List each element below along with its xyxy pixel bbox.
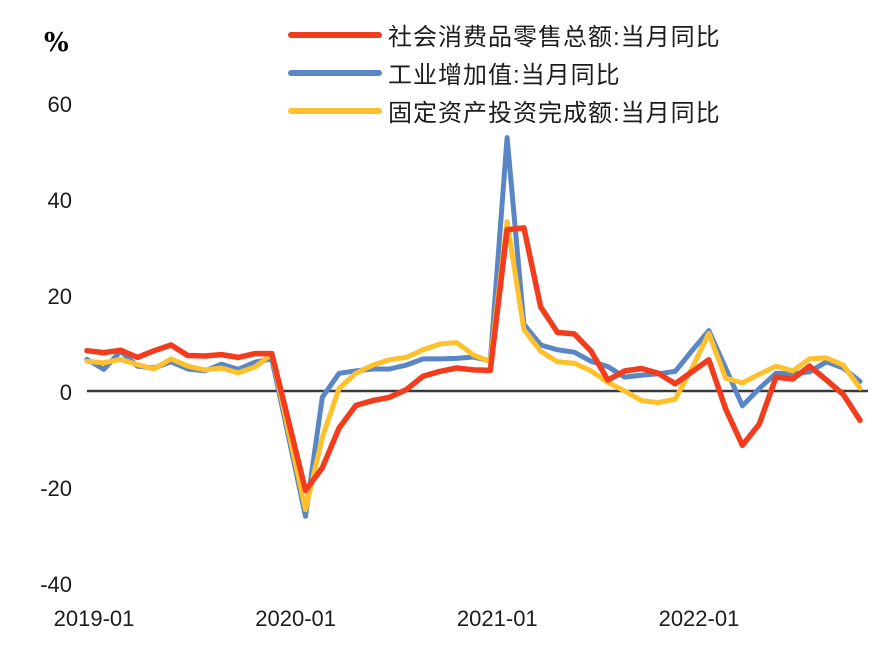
legend: 社会消费品零售总额:当月同比 工业增加值:当月同比 固定资产投资完成额:当月同比: [288, 22, 721, 136]
y-tick-0: 0: [59, 380, 72, 405]
x-tick-2019-01: 2019-01: [53, 606, 135, 631]
legend-line-swatch-industrial: [288, 69, 382, 76]
y-tick-40: 40: [47, 188, 72, 213]
x-tick-2020-01: 2020-01: [255, 606, 337, 631]
legend-line-swatch-fai: [288, 107, 382, 114]
legend-item-fai: 固定资产投资完成额:当月同比: [288, 98, 721, 127]
legend-label-fai: 固定资产投资完成额:当月同比: [388, 100, 721, 127]
legend-item-industrial: 工业增加值:当月同比: [288, 60, 721, 89]
y-tick-20: 20: [47, 284, 72, 309]
legend-label-industrial: 工业增加值:当月同比: [388, 62, 621, 89]
y-axis-unit-label: %: [44, 28, 69, 58]
series-line-industrial: [84, 135, 863, 519]
series-line-retail: [84, 225, 863, 494]
legend-label-retail: 社会消费品零售总额:当月同比: [388, 24, 721, 51]
x-tick-2021-01: 2021-01: [456, 606, 538, 631]
y-tick-60: 60: [47, 92, 72, 117]
legend-item-retail: 社会消费品零售总额:当月同比: [288, 22, 721, 51]
y-tick-neg20: -20: [40, 476, 72, 501]
y-tick-neg40: -40: [40, 572, 72, 597]
legend-line-swatch-retail: [288, 31, 382, 38]
series-line-fai: [84, 219, 863, 513]
x-tick-2022-01: 2022-01: [658, 606, 740, 631]
